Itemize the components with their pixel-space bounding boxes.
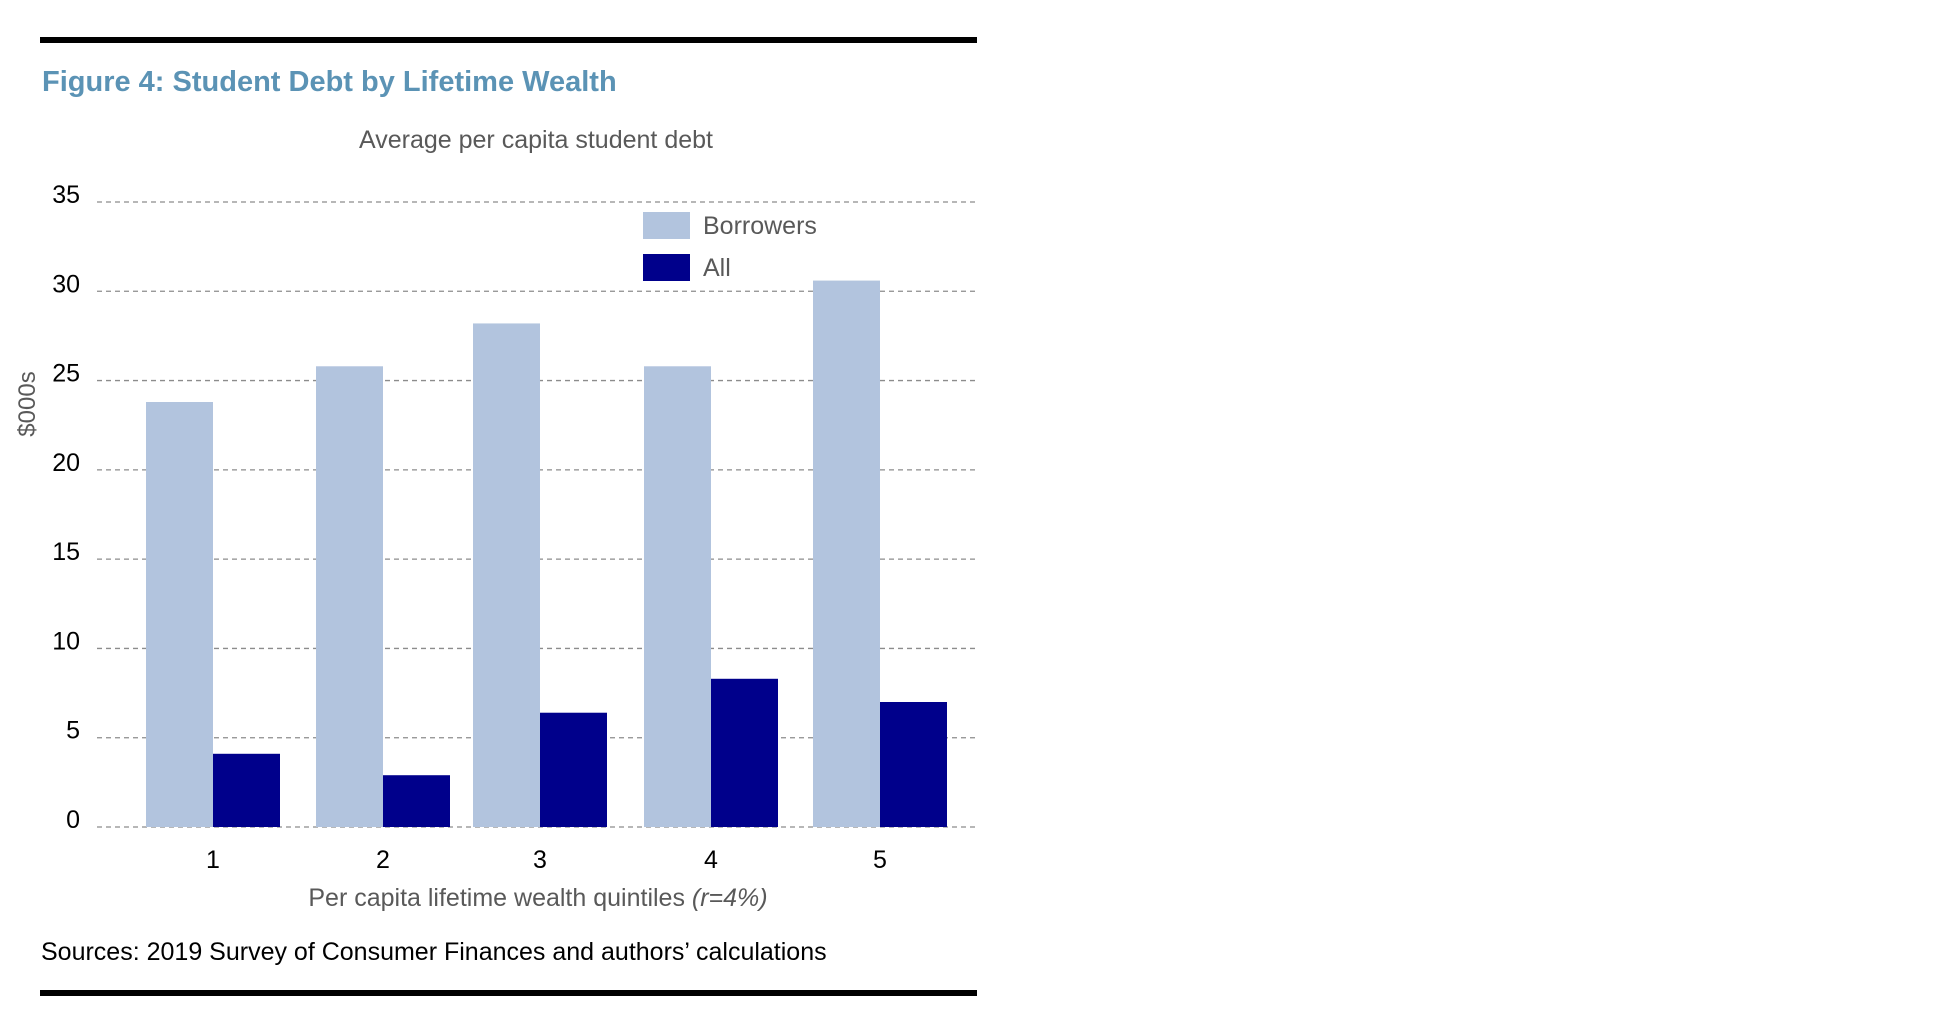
legend-label-borrowers: Borrowers <box>703 212 817 240</box>
bar-borrowers-3 <box>473 323 540 827</box>
bar-all-2 <box>383 775 450 827</box>
y-tick-labels: 0 5 10 15 20 25 30 35 <box>52 181 80 834</box>
y-tick-label: 35 <box>52 181 80 209</box>
x-axis-label-note: (r=4%) <box>692 884 768 912</box>
y-tick-label: 5 <box>66 717 80 745</box>
bar-borrowers-1 <box>146 402 213 827</box>
top-rule <box>40 37 977 43</box>
legend: Borrowers All <box>643 212 817 282</box>
y-tick-label: 0 <box>66 806 80 834</box>
x-tick-label: 4 <box>704 846 718 874</box>
x-axis-label-text: Per capita lifetime wealth quintiles <box>308 884 685 912</box>
bar-all-5 <box>880 702 947 827</box>
bar-borrowers-5 <box>813 280 880 828</box>
x-tick-label: 5 <box>873 846 887 874</box>
figure-source: Sources: 2019 Survey of Consumer Finance… <box>41 938 827 966</box>
x-tick-label: 2 <box>376 846 390 874</box>
bar-all-4 <box>711 678 778 827</box>
x-tick-label: 3 <box>533 846 547 874</box>
x-axis-label: Per capita lifetime wealth quintiles (r=… <box>308 884 767 912</box>
legend-swatch-all <box>643 254 690 281</box>
legend-swatch-borrowers <box>643 212 690 239</box>
chart-title: Average per capita student debt <box>359 126 713 154</box>
bar-borrowers-4 <box>644 366 711 827</box>
x-tick-labels: 1 2 3 4 5 <box>206 846 887 874</box>
y-tick-label: 30 <box>52 270 80 298</box>
x-tick-label: 1 <box>206 846 220 874</box>
bar-borrowers-2 <box>316 366 383 827</box>
bottom-rule <box>40 990 977 996</box>
bar-all-1 <box>213 753 280 827</box>
bar-all-3 <box>540 712 607 827</box>
y-tick-label: 10 <box>52 627 80 655</box>
y-tick-label: 20 <box>52 449 80 477</box>
legend-label-all: All <box>703 254 731 282</box>
figure-title: Figure 4: Student Debt by Lifetime Wealt… <box>42 66 617 98</box>
y-axis-label: $000s <box>14 371 41 436</box>
y-tick-label: 15 <box>52 538 80 566</box>
bars <box>146 280 947 828</box>
y-tick-label: 25 <box>52 360 80 388</box>
